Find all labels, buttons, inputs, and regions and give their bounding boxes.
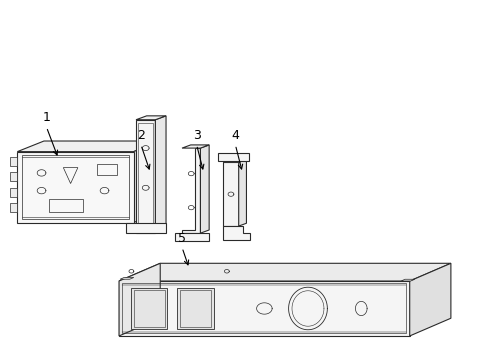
Polygon shape <box>182 148 200 233</box>
Polygon shape <box>177 288 214 329</box>
Polygon shape <box>239 159 246 226</box>
Text: 4: 4 <box>231 129 239 142</box>
Polygon shape <box>223 162 239 226</box>
Polygon shape <box>136 116 166 120</box>
Polygon shape <box>219 153 249 161</box>
Polygon shape <box>155 145 162 157</box>
Polygon shape <box>200 145 209 233</box>
Polygon shape <box>126 223 166 233</box>
Polygon shape <box>10 172 17 181</box>
Polygon shape <box>17 152 134 222</box>
Polygon shape <box>134 141 160 222</box>
Polygon shape <box>175 233 209 241</box>
Polygon shape <box>17 141 160 152</box>
Text: 2: 2 <box>137 129 145 142</box>
Polygon shape <box>136 120 155 233</box>
Polygon shape <box>155 116 166 233</box>
Polygon shape <box>131 288 168 329</box>
Polygon shape <box>10 157 17 166</box>
Text: 5: 5 <box>178 231 186 244</box>
Polygon shape <box>410 263 451 336</box>
Polygon shape <box>119 281 410 336</box>
Polygon shape <box>10 188 17 197</box>
Text: 1: 1 <box>43 111 50 124</box>
Polygon shape <box>144 180 150 193</box>
Polygon shape <box>401 279 415 281</box>
Polygon shape <box>138 198 145 210</box>
Text: 3: 3 <box>193 129 200 142</box>
Polygon shape <box>10 203 17 212</box>
Polygon shape <box>223 226 250 240</box>
Polygon shape <box>119 263 160 336</box>
Polygon shape <box>182 145 209 148</box>
Polygon shape <box>149 162 156 175</box>
Polygon shape <box>223 159 246 162</box>
Polygon shape <box>119 263 451 281</box>
Polygon shape <box>120 278 134 279</box>
